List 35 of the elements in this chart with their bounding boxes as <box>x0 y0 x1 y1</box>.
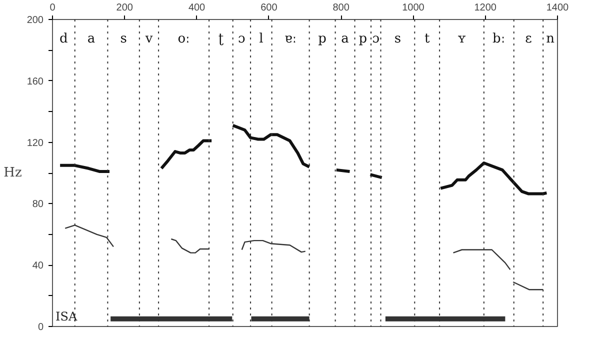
annotation: a <box>87 32 96 46</box>
y-axis-title: Hz <box>4 166 22 180</box>
y-tick-label: 200 <box>26 15 44 26</box>
x-tick-label: 800 <box>332 2 350 14</box>
annotation: a <box>341 32 350 46</box>
x-tick-label: 400 <box>188 2 206 14</box>
annotation: l <box>259 32 264 46</box>
annotation: s <box>120 32 127 46</box>
annotation: p <box>358 32 368 46</box>
annotation: oː <box>178 32 190 46</box>
annotation: ɔ <box>372 32 380 46</box>
x-tick-label: 200 <box>116 2 134 14</box>
annotation: bː <box>492 32 506 46</box>
annotation: ɛ <box>525 32 532 46</box>
annotation: ʏ <box>457 32 466 46</box>
annotation: v <box>144 32 154 46</box>
x-tick-label: 600 <box>260 2 278 14</box>
x-tick-label: 0 <box>50 2 56 14</box>
annotation: t <box>424 32 430 46</box>
annotation: d <box>60 32 68 46</box>
annotation: ɔ <box>238 32 246 46</box>
y-tick-label: 40 <box>32 260 44 272</box>
x-tick-label: 1200 <box>474 2 497 14</box>
x-tick-label: 1400 <box>546 2 570 14</box>
annotation: s <box>394 32 402 46</box>
annotation: ɐː <box>284 32 297 46</box>
y-tick-label: 80 <box>32 199 44 210</box>
x-tick-label: 1000 <box>402 2 425 14</box>
annotation: ʈ <box>218 32 224 46</box>
annotation: n <box>546 32 556 46</box>
y-tick-label: 160 <box>26 76 44 88</box>
y-tick-label: 120 <box>26 138 44 149</box>
y-tick-label: 0 <box>38 322 44 333</box>
annotation: ISA <box>56 310 78 324</box>
annotation: p <box>318 32 326 46</box>
